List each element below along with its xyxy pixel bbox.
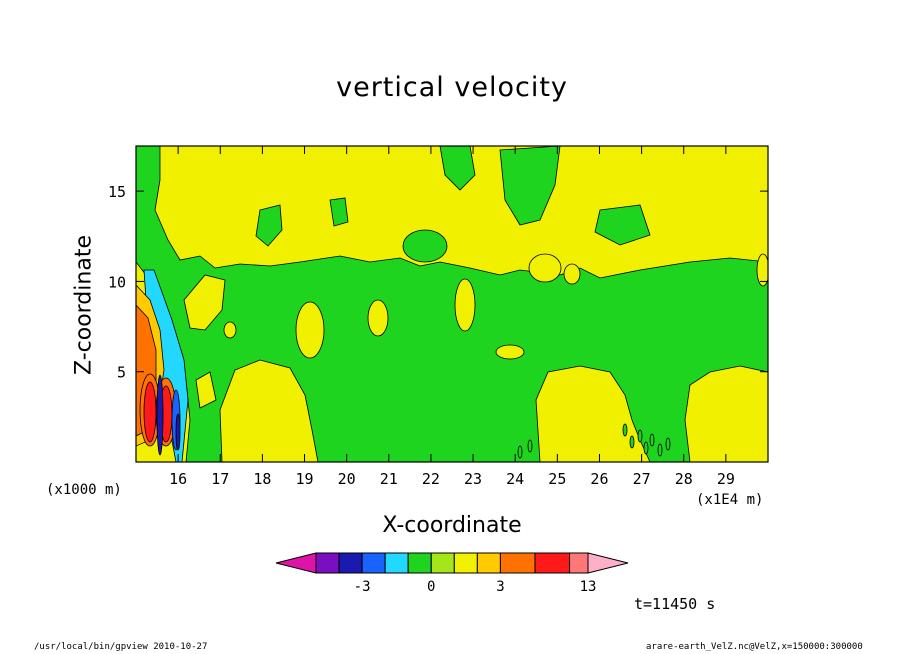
contour-fill-blob (756, 253, 768, 287)
x-tick-label: 18 (253, 470, 271, 488)
x-tick-label: 21 (380, 470, 398, 488)
contour-fill-blob (223, 321, 237, 339)
contour-fill-upper (154, 146, 768, 279)
contour-fill (329, 197, 349, 227)
y-tick-label: 5 (117, 364, 126, 382)
contour-fill-lower (219, 359, 319, 462)
footer-command: /usr/local/bin/gpview 2010-10-27 (34, 642, 208, 652)
contour-fill-ripple (629, 435, 635, 449)
contour-fill-ripple (649, 433, 655, 447)
colorbar-box (499, 552, 536, 574)
contour-fill (255, 204, 283, 247)
colorbar-box (534, 552, 571, 574)
contour-fill-ripple (527, 439, 533, 453)
contour-fill (195, 371, 217, 409)
colorbar-label: 13 (580, 579, 597, 595)
contour-field (136, 146, 768, 462)
colorbar-box (569, 552, 589, 574)
contour-fill-ripple (622, 423, 628, 437)
x-tick-label: 24 (506, 470, 524, 488)
colorbar-label: -3 (354, 579, 371, 595)
contour-fill (594, 204, 651, 246)
contour-fill-max (143, 381, 157, 443)
colorbar-box (315, 552, 340, 574)
y-tick-label: 15 (108, 183, 126, 201)
contour-fill-min (175, 413, 181, 451)
contour-fill (439, 146, 476, 191)
contour-fill-blob (295, 301, 325, 359)
contour-fill-blob (367, 299, 389, 337)
chart-title: vertical velocity (336, 72, 568, 103)
x-tick-label: 27 (633, 470, 651, 488)
contour-fill-ripple (637, 429, 643, 443)
x-axis-label: X-coordinate (382, 513, 522, 538)
contour-fill-blob (454, 278, 476, 332)
y-tick-label: 10 (108, 273, 126, 291)
footer-source: arare-earth_VelZ.nc@VelZ,x=150000:300000 (646, 642, 863, 652)
contour-fill-lower (684, 365, 768, 462)
x-tick-label: 19 (296, 470, 314, 488)
colorbar-label: 0 (427, 579, 435, 595)
colorbar-box (476, 552, 501, 574)
plot-frame (135, 145, 769, 463)
colorbar-label: 3 (496, 579, 504, 595)
colorbar-arrow-high (587, 552, 629, 574)
x-tick-label: 26 (590, 470, 608, 488)
contour-fill-ripple (517, 445, 523, 459)
x-tick-label: 20 (338, 470, 356, 488)
contour-fill-blob (495, 344, 525, 360)
contour-fill-ripple (657, 443, 663, 457)
x-tick-label: 29 (717, 470, 735, 488)
contour-fill-blob (528, 253, 562, 283)
colorbar-box (430, 552, 455, 574)
time-annotation: t=11450 s (634, 595, 716, 613)
contour-fill-blob (563, 263, 581, 285)
x-tick-label: 22 (422, 470, 440, 488)
x-tick-label: 17 (211, 470, 229, 488)
contour-fill (499, 146, 561, 226)
contour-fill-ripple (665, 437, 671, 451)
contour-fill (402, 229, 448, 263)
x-tick-label: 23 (464, 470, 482, 488)
x-tick-label: 28 (675, 470, 693, 488)
colorbar-box (384, 552, 409, 574)
colorbar-box (407, 552, 432, 574)
x-tick-label: 16 (169, 470, 187, 488)
contour-fill (183, 274, 226, 331)
y-axis-unit: (x1000 m) (46, 482, 122, 498)
contour-fill-min (156, 374, 164, 456)
contour-fill-ripple (643, 441, 649, 455)
colorbar-arrow-low (275, 552, 317, 574)
x-axis-unit: (x1E4 m) (696, 492, 764, 508)
colorbar-box (453, 552, 478, 574)
x-tick-label: 25 (548, 470, 566, 488)
colorbar-box (338, 552, 363, 574)
colorbar-box (361, 552, 386, 574)
